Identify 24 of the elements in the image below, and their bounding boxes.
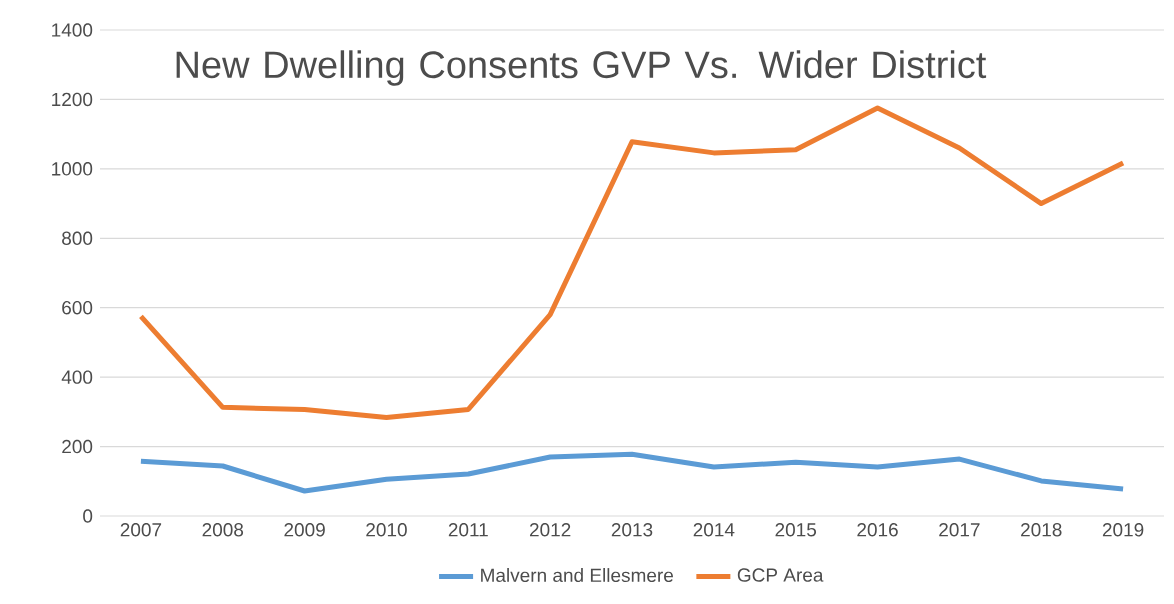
legend-label: GCP Area [737, 568, 824, 582]
y-tick-label: 1000 [52, 162, 93, 176]
legend-label: Malvern and Ellesmere [481, 568, 673, 583]
x-tick-label: 2019 [1102, 523, 1144, 537]
y-tick-label: 1200 [52, 92, 93, 107]
text: New Dwelling Consents GVP Vs. Wider District [176, 50, 987, 86]
x-tick-label: 2013 [611, 523, 653, 537]
x-tick-label: 2011 [448, 523, 488, 537]
x-tick-label: 2016 [857, 523, 898, 537]
y-tick-label: 800 [62, 231, 93, 246]
x-tick-label: 2008 [202, 523, 244, 537]
y-tick-label: 1400 [52, 23, 93, 37]
x-tick-label: 2007 [120, 523, 162, 537]
y-tick-label: 0 [83, 509, 93, 523]
y-tick-label: 600 [62, 300, 93, 315]
x-tick-label: 2014 [693, 523, 735, 537]
x-tick-label: 2009 [284, 523, 325, 537]
x-tick-label: 2010 [366, 523, 407, 537]
x-tick-label: 2017 [939, 523, 980, 537]
x-tick-label: 2012 [529, 523, 571, 537]
x-tick-label: 2018 [1021, 523, 1062, 537]
y-tick-label: 400 [61, 370, 93, 384]
y-tick-label: 200 [62, 439, 93, 454]
x-tick-label: 2015 [775, 523, 817, 537]
